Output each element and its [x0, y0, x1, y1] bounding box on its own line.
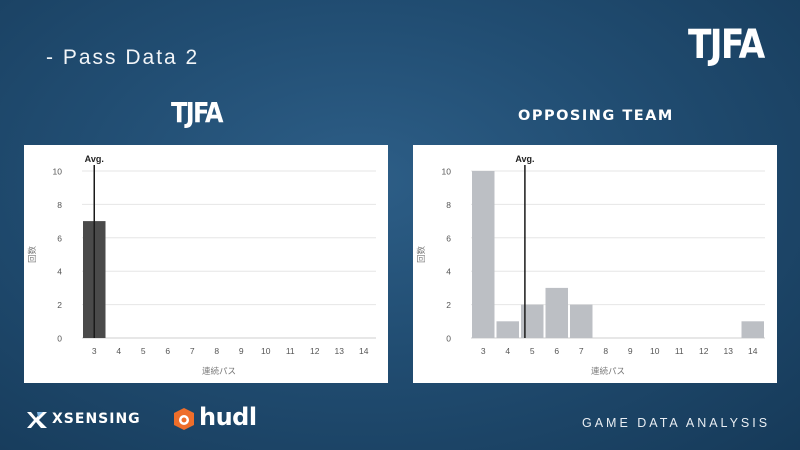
opponent-chart-panel: 0 2 4 6 8 10 3 4 5 6 7 8 9 10 11 12 13 14 Avg. 連続パス 回数	[413, 145, 777, 383]
y-tick-label: 4	[446, 267, 451, 277]
bar	[545, 287, 568, 338]
y-tick-label: 2	[446, 300, 451, 310]
y-axis-title: 回数	[416, 246, 427, 264]
x-tick-label: 11	[675, 346, 684, 356]
y-tick-label: 4	[57, 267, 62, 277]
x-tick-label: 9	[628, 346, 633, 356]
avg-label: Avg.	[85, 154, 104, 164]
x-tick-label: 5	[530, 346, 535, 356]
tjfa-logo: TJFA	[688, 22, 765, 68]
x-tick-label: 4	[505, 346, 510, 356]
x-tick-label: 14	[748, 346, 758, 356]
x-tick-label: 3	[92, 346, 97, 356]
x-tick-label: 6	[165, 346, 170, 356]
x-tick-label: 11	[286, 346, 295, 356]
bar	[496, 321, 519, 338]
hudl-brand-text: hudl	[199, 403, 257, 431]
bar	[521, 304, 544, 338]
x-tick-label: 12	[310, 346, 320, 356]
tjfa-chart-panel: 0 2 4 6 8 10 3 4 5 6 7 8 9 10 11 12 13 14 Avg. 連続パス 回数	[24, 145, 388, 383]
y-tick-label: 8	[446, 200, 451, 210]
y-tick-label: 0	[446, 334, 451, 344]
y-tick-label: 6	[57, 233, 62, 243]
y-tick-label: 2	[57, 300, 62, 310]
x-tick-label: 10	[261, 346, 271, 356]
hudl-logo-icon	[174, 408, 194, 430]
game-data-analysis-footer: GAME DATA ANALYSIS	[582, 416, 771, 430]
tjfa-chart-header: TJFA	[171, 96, 224, 129]
x-tick-label: 9	[239, 346, 244, 356]
x-tick-label: 3	[481, 346, 486, 356]
x-tick-label: 10	[650, 346, 660, 356]
x-tick-label: 12	[699, 346, 709, 356]
x-tick-label: 7	[579, 346, 584, 356]
y-tick-label: 0	[57, 334, 62, 344]
opposing-team-chart-header: OPPOSING TEAM	[518, 108, 674, 124]
y-tick-label: 6	[446, 233, 451, 243]
y-axis-title: 回数	[27, 246, 38, 264]
bar	[741, 321, 764, 338]
x-tick-label: 8	[603, 346, 608, 356]
x-tick-label: 13	[724, 346, 734, 356]
slide-title: - Pass Data 2	[46, 46, 200, 69]
x-tick-label: 6	[554, 346, 559, 356]
bar	[472, 171, 495, 338]
x-axis-title: 連続パス	[591, 366, 625, 377]
avg-label: Avg.	[515, 154, 534, 164]
xsensing-logo-icon	[27, 412, 47, 428]
xsensing-brand-text: XSENSING	[52, 411, 141, 427]
opponent-pass-chart: 0 2 4 6 8 10 3 4 5 6 7 8 9 10 11 12 13 14 Avg. 連続パス 回数	[416, 154, 765, 377]
x-tick-label: 4	[116, 346, 121, 356]
x-tick-label: 8	[214, 346, 219, 356]
tjfa-pass-chart: 0 2 4 6 8 10 3 4 5 6 7 8 9 10 11 12 13 14 Avg. 連続パス 回数	[27, 154, 376, 377]
x-tick-label: 7	[190, 346, 195, 356]
x-tick-label: 14	[359, 346, 369, 356]
x-axis-title: 連続パス	[202, 366, 236, 377]
x-tick-label: 5	[141, 346, 146, 356]
y-tick-label: 8	[57, 200, 62, 210]
y-tick-label: 10	[53, 167, 63, 177]
bar	[570, 304, 593, 338]
y-tick-label: 10	[442, 167, 452, 177]
x-tick-label: 13	[335, 346, 345, 356]
